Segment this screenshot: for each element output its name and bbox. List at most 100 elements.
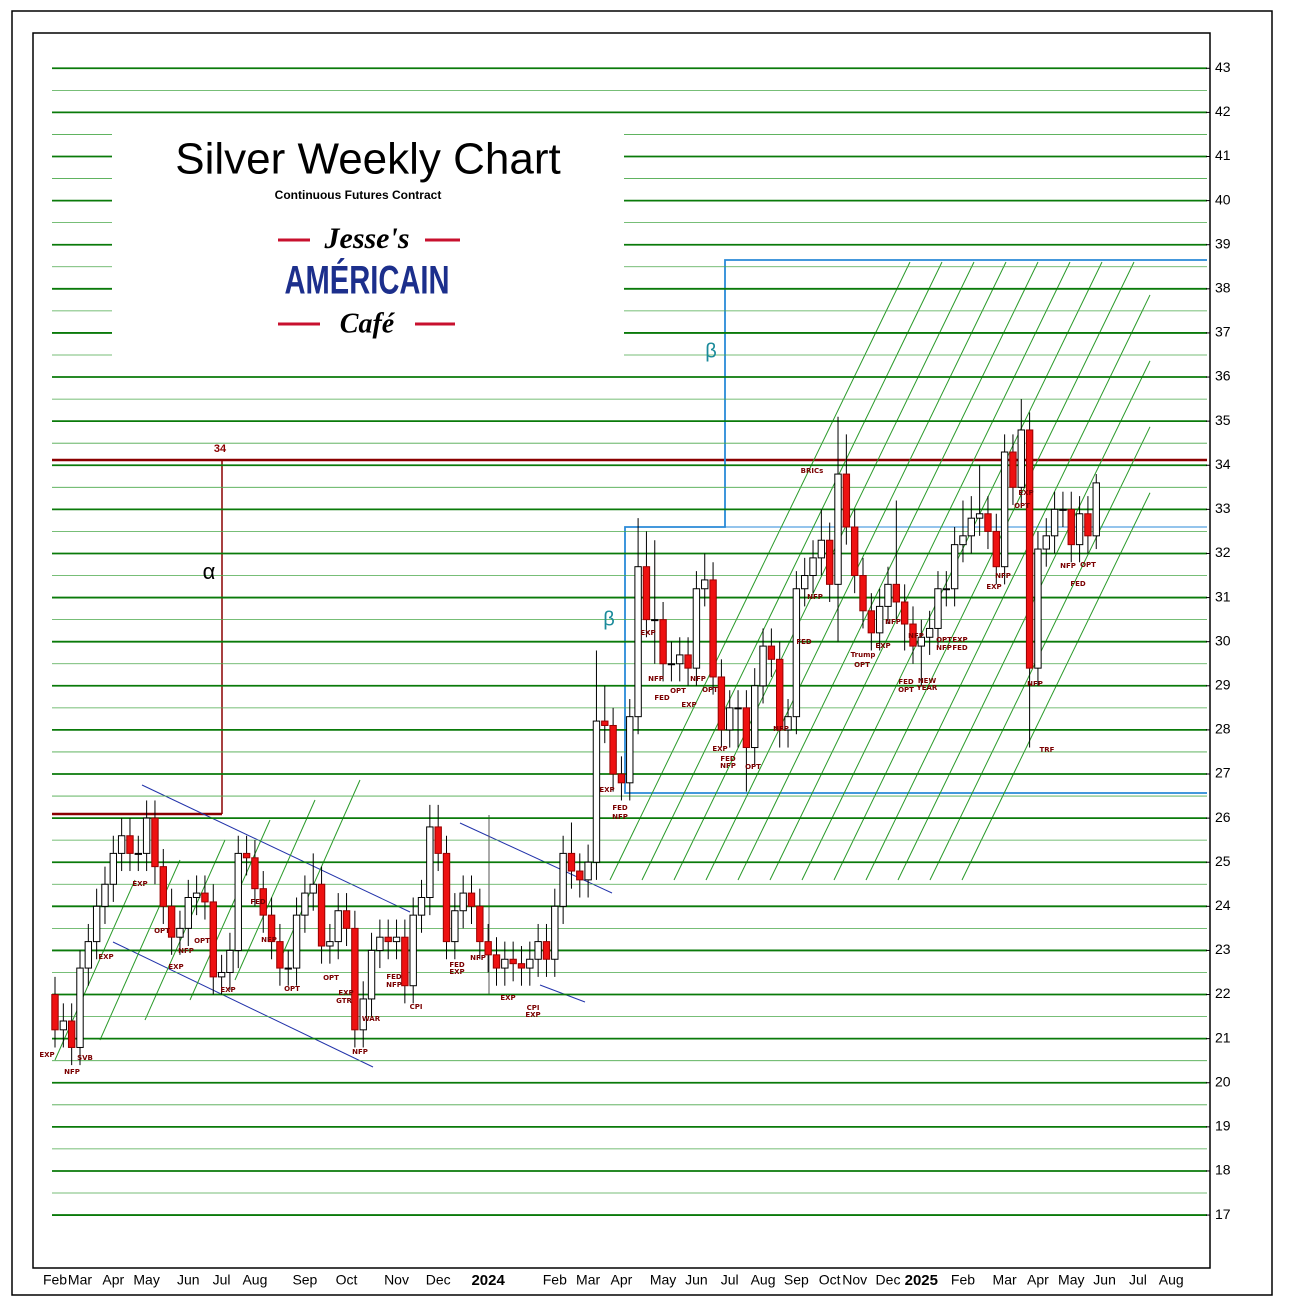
candle-body: [867, 610, 876, 634]
event-label: NEW: [918, 677, 937, 685]
candle-body: [767, 645, 776, 660]
x-tick-label: Sep: [784, 1272, 809, 1288]
candle-body: [842, 473, 851, 528]
candle-body: [101, 883, 109, 907]
y-tick-label: 43: [1215, 59, 1231, 75]
y-tick-label: 20: [1215, 1073, 1231, 1089]
event-label: FED: [654, 694, 670, 702]
event-label: OPT: [898, 686, 914, 694]
trend-line: [769, 261, 1071, 881]
x-tick-label: Feb: [543, 1272, 567, 1288]
event-label: NFP: [261, 936, 277, 944]
x-tick-label: Oct: [336, 1272, 358, 1288]
event-label: NFP: [178, 947, 194, 955]
candle-body: [967, 517, 975, 537]
event-label: NFP: [807, 593, 823, 601]
trend-line: [865, 294, 1151, 881]
x-tick-label: Feb: [951, 1272, 975, 1288]
candle-body: [451, 910, 459, 943]
candle-body: [367, 949, 376, 1000]
candle-body: [584, 861, 592, 881]
event-label: NFP: [648, 675, 664, 683]
candle-body: [526, 958, 534, 969]
candle-body: [617, 773, 626, 784]
candle-body: [784, 716, 792, 731]
candle-body: [234, 852, 242, 951]
y-tick-label: 32: [1215, 544, 1231, 560]
candle-body: [659, 619, 667, 665]
x-tick-label: Jul: [1129, 1272, 1147, 1288]
event-label: OPT: [194, 937, 210, 945]
candle-body: [259, 888, 267, 916]
x-tick-label: Aug: [242, 1272, 267, 1288]
event-label: EXP: [712, 745, 727, 753]
candle-body: [950, 544, 959, 590]
x-tick-label: 2024: [471, 1272, 505, 1289]
candle-body: [559, 852, 567, 907]
candle-body: [351, 927, 359, 1031]
candle-body: [326, 941, 334, 947]
event-label: OPT: [702, 686, 718, 694]
x-tick-label: Jun: [177, 1272, 200, 1288]
trend-line: [673, 261, 975, 881]
candle-body: [792, 588, 801, 718]
candle-body: [934, 588, 942, 629]
candle-body: [551, 905, 559, 960]
candle-body: [159, 866, 167, 907]
candle-body: [201, 892, 209, 903]
candle-body: [251, 857, 259, 890]
x-tick-label: Aug: [1159, 1272, 1184, 1288]
candle-body: [1017, 429, 1025, 488]
trend-line: [189, 819, 271, 1001]
candles: [51, 399, 1100, 1066]
x-tick-label: Jun: [1093, 1272, 1116, 1288]
trend-line: [641, 261, 943, 881]
x-tick-label: Nov: [842, 1272, 867, 1288]
candle-body: [642, 566, 651, 621]
event-label: OPT: [1080, 561, 1096, 569]
candle-body: [701, 579, 709, 590]
x-tick-label: Sep: [292, 1272, 317, 1288]
candle-body: [209, 901, 217, 978]
candle-body: [651, 619, 659, 622]
event-label: TRF: [1040, 746, 1055, 754]
candle-body: [759, 645, 767, 687]
event-label: OPT: [936, 636, 952, 644]
event-label: NFP: [612, 813, 628, 821]
event-label: CPI: [410, 1003, 423, 1011]
candle-body: [317, 883, 326, 947]
candle-body: [1092, 482, 1100, 537]
event-label: NFP: [995, 572, 1011, 580]
candle-body: [917, 636, 926, 647]
x-tick-label: Dec: [876, 1272, 901, 1288]
candle-body: [109, 852, 118, 885]
event-label: NFP: [773, 725, 789, 733]
candle-body: [167, 905, 176, 938]
candle-body: [334, 910, 342, 943]
event-label: EXP: [952, 636, 967, 644]
event-label: GTR: [336, 997, 352, 1005]
event-label: OPT: [745, 763, 761, 771]
candle-body: [726, 707, 734, 731]
y-tick-label: 33: [1215, 500, 1231, 516]
channel-line: [539, 984, 586, 1003]
trend-line: [609, 261, 911, 881]
event-label: OPT: [323, 974, 339, 982]
event-label: EXP: [1018, 489, 1033, 497]
candle-body: [51, 994, 59, 1031]
candle-body: [342, 910, 351, 929]
candle-body: [501, 958, 509, 969]
candle-body: [1050, 508, 1059, 537]
event-label: EXP: [168, 963, 183, 971]
candle-body: [509, 958, 517, 965]
candle-body: [242, 852, 251, 859]
x-tick-label: Jul: [721, 1272, 739, 1288]
trend-line: [144, 839, 226, 1021]
event-label: FED: [1070, 580, 1086, 588]
candle-body: [184, 897, 192, 929]
chart-title: Silver Weekly Chart: [175, 135, 561, 184]
event-label: NFP: [690, 675, 706, 683]
x-tick-label: Apr: [1027, 1272, 1049, 1288]
candle-body: [309, 883, 317, 894]
event-label: NFP: [470, 954, 486, 962]
